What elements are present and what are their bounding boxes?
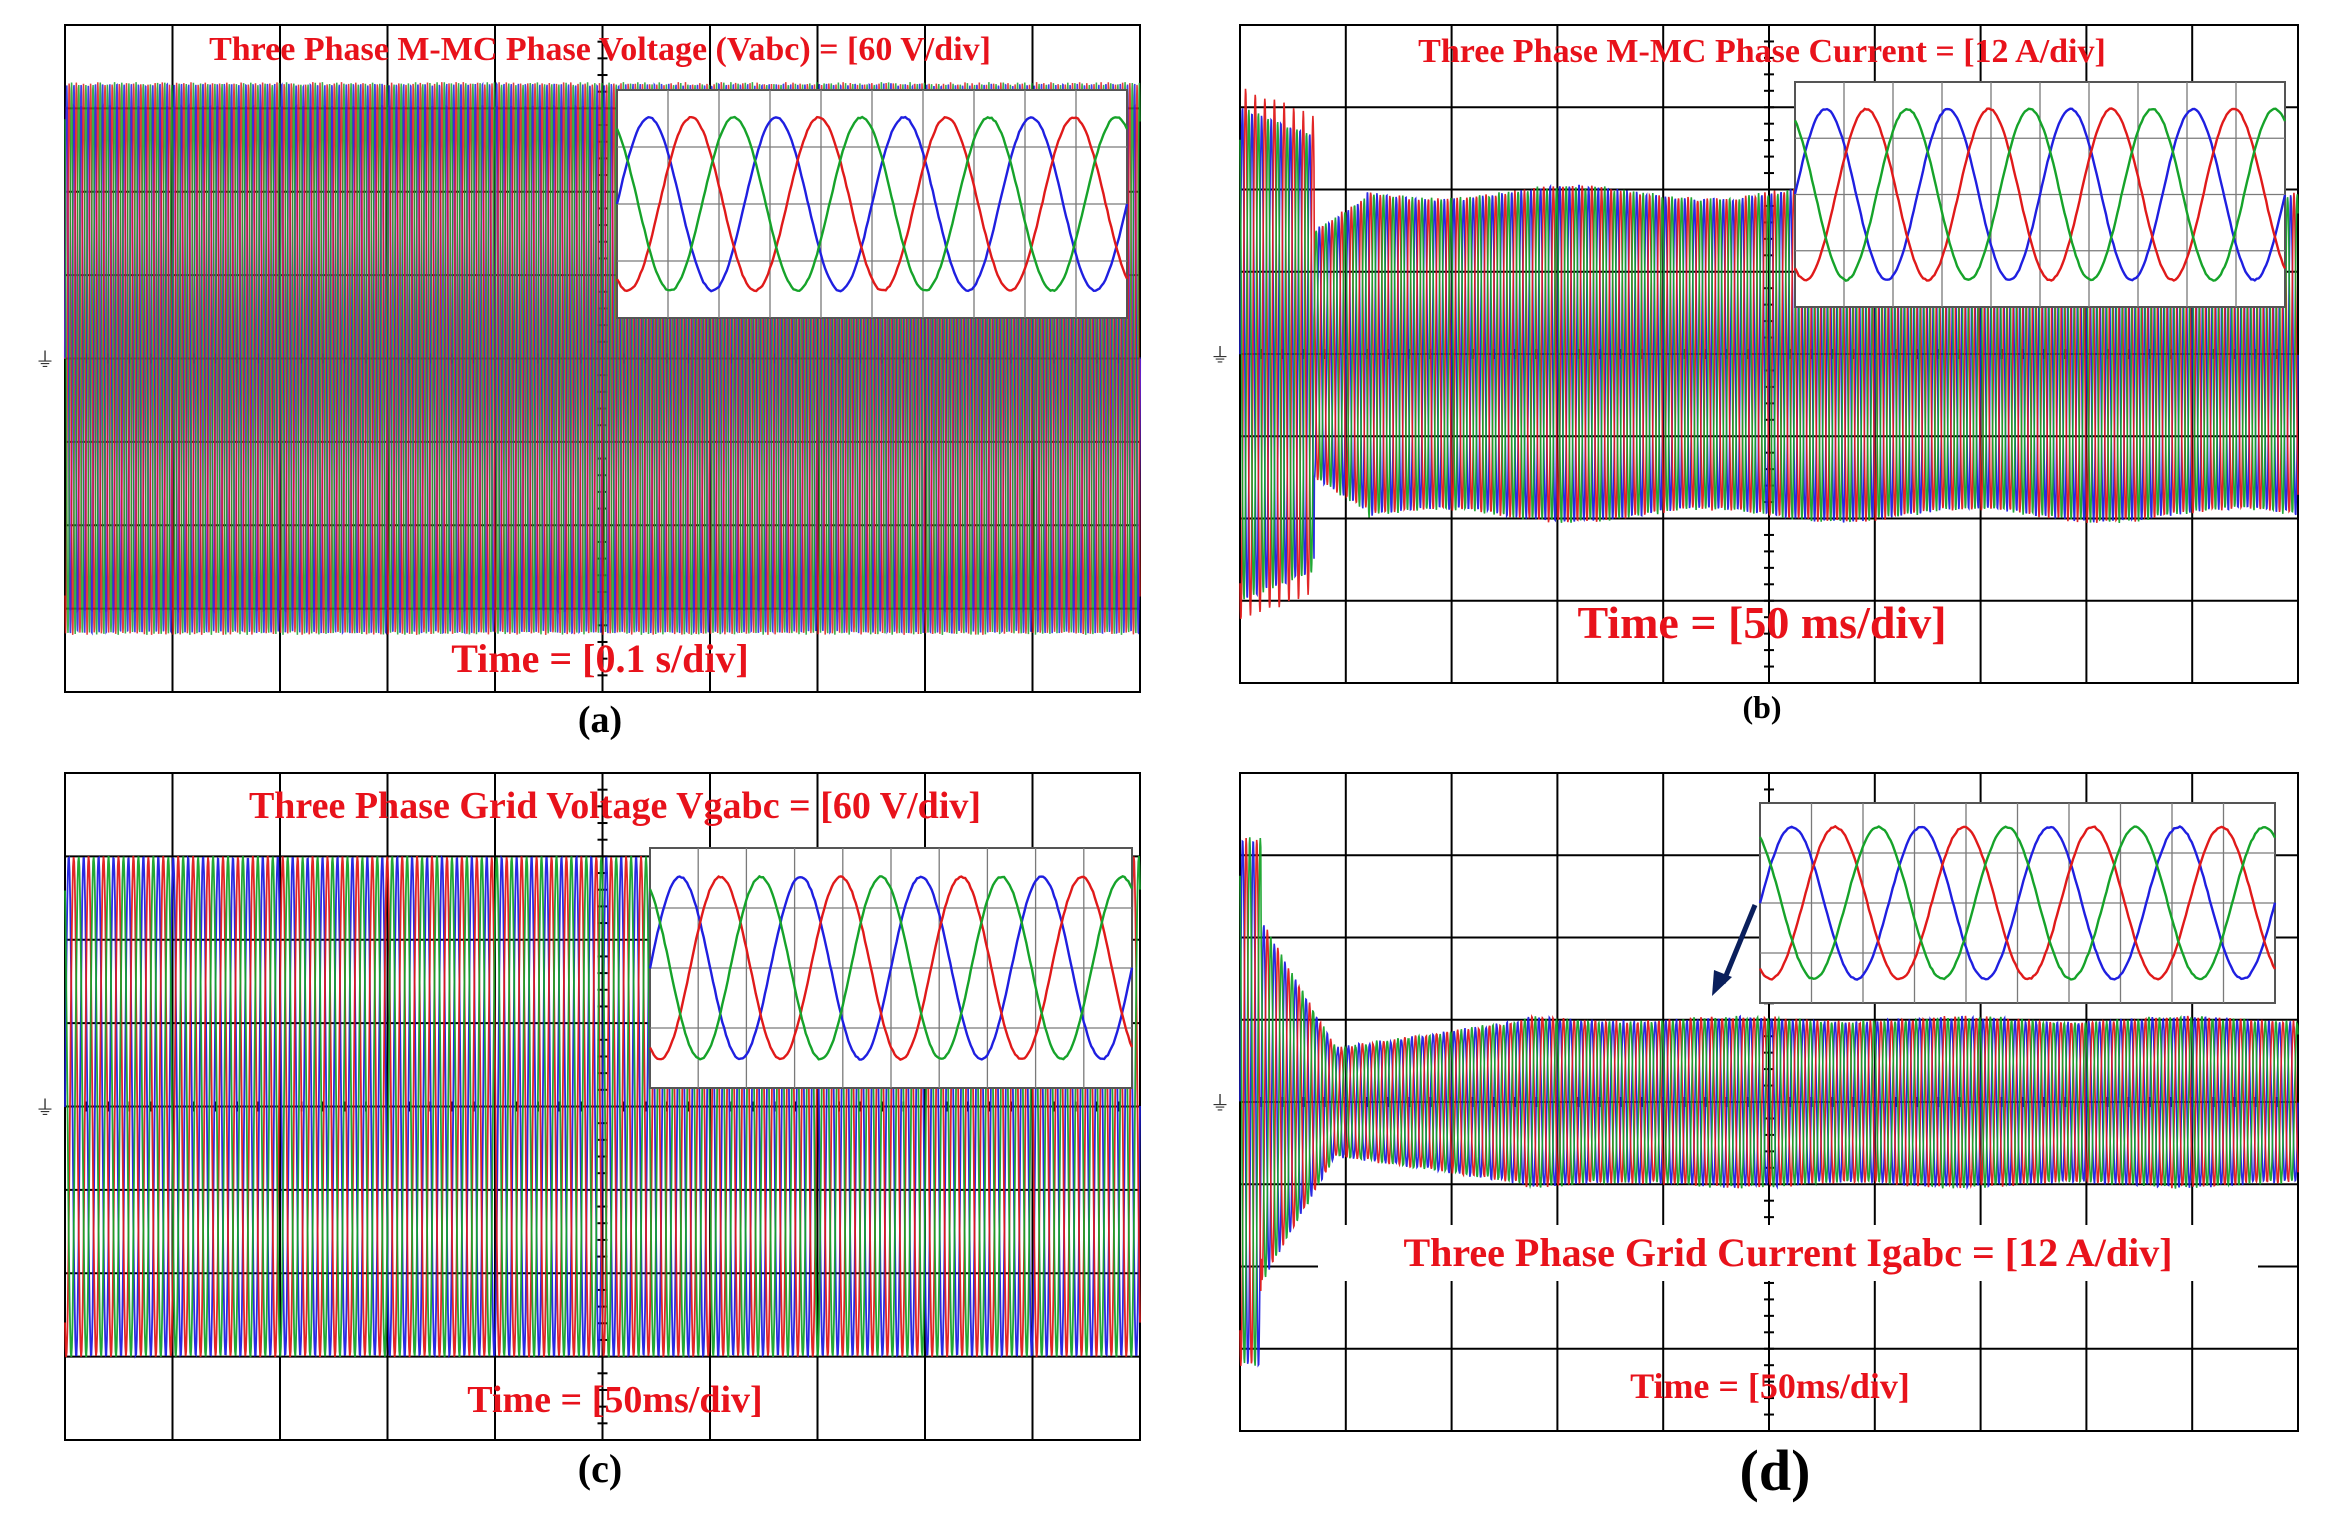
panel-d-inset-trace-phase-2	[1758, 824, 2277, 981]
panel-a-inset	[615, 89, 1129, 319]
inset-pointer-arrow	[1712, 904, 1758, 996]
panel-c-inset-trace-phase-1	[648, 875, 1134, 1061]
panel-c-title: Three Phase Grid Voltage Vgabc = [60 V/d…	[249, 785, 981, 827]
panel-d-inset-trace-phase-1	[1758, 825, 2277, 981]
panel-a-time-label: Time = [0.1 s/div]	[451, 636, 749, 681]
panel-b-inset-trace-phase-2	[1793, 107, 2287, 282]
panel-a-trace-phase-2	[64, 82, 1141, 635]
panel-d-label: (d)	[1740, 1438, 1811, 1503]
panel-a-ground-marker: ⏚	[35, 348, 55, 372]
panel-c-inset-trace-phase-2	[648, 875, 1134, 1061]
panel-b-time-label: Time = [50 ms/div]	[1577, 597, 1946, 648]
panel-c-inset	[648, 847, 1134, 1089]
panel-c-label: (c)	[578, 1446, 622, 1491]
panel-a-title: Three Phase M-MC Phase Voltage (Vabc) = …	[209, 31, 991, 68]
panel-c-time-label: Time = [50ms/div]	[467, 1379, 762, 1421]
panel-c-ground-marker: ⏚	[35, 1096, 55, 1120]
panel-b-title: Three Phase M-MC Phase Current = [12 A/d…	[1418, 33, 2106, 70]
panel-d-inset	[1758, 802, 2277, 1004]
panel-d-time-label: Time = [50ms/div]	[1630, 1366, 1910, 1406]
panel-d-trace-phase-3	[1239, 837, 2299, 1366]
panel-b-trace-phase-3	[1239, 109, 2299, 600]
panel-b-scope: ⏚ Three Phase M-MC Phase Current = [12 A…	[1210, 24, 2299, 725]
panel-b-inset-trace-phase-1	[1793, 107, 2287, 282]
panel-d-scope: ⏚ Three Phase Grid Current Igabc = [12 A…	[1210, 772, 2299, 1503]
panel-a-label: (a)	[578, 699, 622, 741]
panel-c-scope: ⏚ Three Phase Grid Voltage Vgabc = [60 V…	[35, 772, 1141, 1491]
panel-c-trace-phase-1	[64, 854, 1141, 1359]
panel-a-scope: ⏚ Three Phase M-MC Phase Voltage (Vabc) …	[35, 24, 1142, 741]
panel-b-label: (b)	[1742, 689, 1781, 725]
panel-d-ground-marker: ⏚	[1210, 1091, 1230, 1115]
panel-d-waveform	[1239, 837, 2299, 1368]
panel-c-trace-phase-2	[64, 855, 1141, 1358]
panel-b-inset	[1793, 81, 2287, 308]
panel-d-title: Three Phase Grid Current Igabc = [12 A/d…	[1403, 1230, 2172, 1275]
panel-b-ground-marker: ⏚	[1210, 343, 1230, 367]
panel-a-inset-trace-phase-3	[615, 115, 1129, 293]
panel-a-trace-phase-1	[64, 81, 1141, 636]
panel-a-inset-trace-phase-2	[615, 115, 1129, 293]
panel-d-trace-phase-1	[1239, 839, 2299, 1368]
panel-d-trace-phase-2	[1239, 837, 2299, 1366]
panel-a-waveform	[63, 81, 1142, 636]
panel-c-inset-trace-phase-3	[648, 874, 1134, 1061]
panel-d-title-backdrop	[1318, 1225, 2258, 1281]
panel-b-trace-phase-1	[1239, 108, 2299, 598]
panel-a-inset-trace-phase-1	[615, 115, 1129, 293]
panel-b-inset-trace-phase-3	[1793, 107, 2287, 283]
panel-d-inset-trace-phase-3	[1758, 825, 2277, 981]
